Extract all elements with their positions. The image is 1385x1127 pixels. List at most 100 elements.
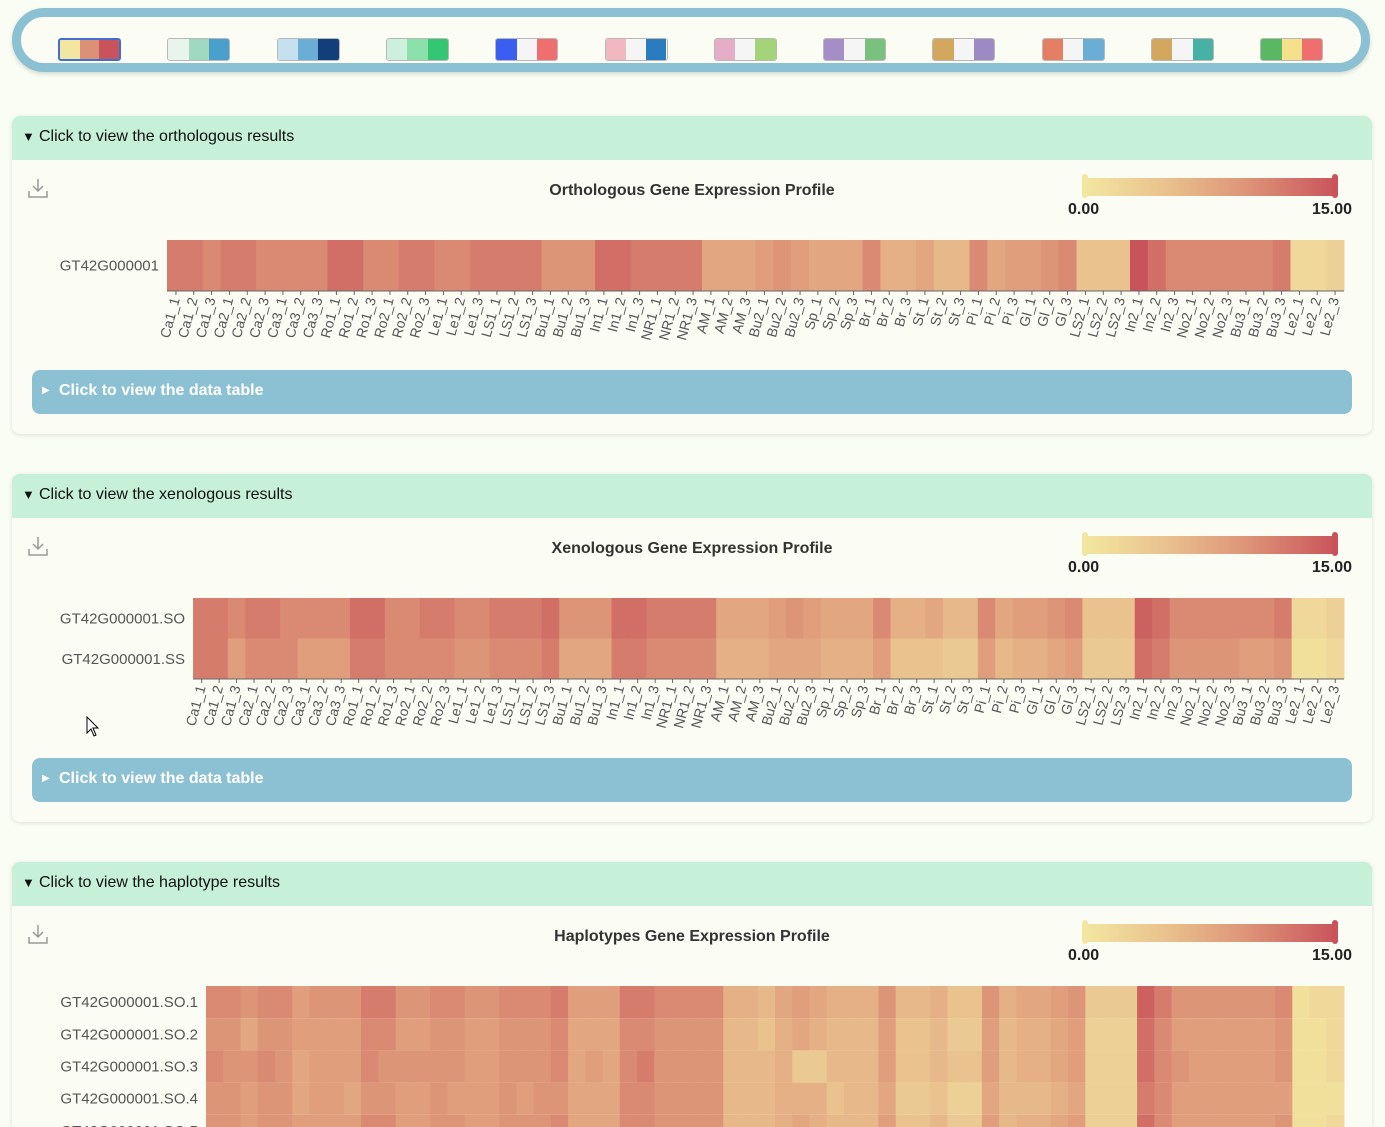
heatmap-cell[interactable] [378, 1114, 397, 1127]
heatmap-cell[interactable] [585, 1050, 603, 1083]
heatmap-cell[interactable] [381, 240, 400, 291]
heatmap-cell[interactable] [964, 1050, 983, 1083]
heatmap-cell[interactable] [947, 1018, 966, 1051]
heatmap-cell[interactable] [820, 638, 839, 680]
heatmap-cell[interactable] [550, 1050, 569, 1083]
heatmap-cell[interactable] [499, 1050, 517, 1083]
heatmap-cell[interactable] [395, 1018, 414, 1051]
heatmap-cell[interactable] [981, 1050, 1000, 1083]
heatmap-cell[interactable] [361, 1050, 379, 1083]
heatmap-cell[interactable] [637, 1050, 655, 1083]
heatmap-cell[interactable] [706, 1018, 724, 1051]
heatmap-cell[interactable] [245, 598, 264, 639]
heatmap-cell[interactable] [1326, 638, 1345, 680]
heatmap-cell[interactable] [202, 240, 221, 291]
heatmap-cell[interactable] [740, 986, 759, 1019]
heatmap-cell[interactable] [1223, 1018, 1241, 1051]
heatmap-cell[interactable] [995, 598, 1014, 639]
heatmap-cell[interactable] [930, 1050, 948, 1083]
heatmap-cell[interactable] [999, 1114, 1017, 1127]
heatmap-cell[interactable] [412, 1018, 431, 1051]
heatmap-cell[interactable] [257, 1018, 276, 1051]
heatmap-cell[interactable] [1016, 1082, 1035, 1115]
heatmap-cell[interactable] [430, 986, 448, 1019]
heatmap-cell[interactable] [1240, 1018, 1259, 1051]
heatmap-cell[interactable] [363, 240, 382, 291]
heatmap-cell[interactable] [1033, 1050, 1052, 1083]
legend-min-handle[interactable] [1082, 532, 1088, 556]
heatmap-cell[interactable] [447, 1114, 466, 1127]
heatmap-cell[interactable] [1188, 1082, 1207, 1115]
heatmap-cell[interactable] [1187, 598, 1205, 639]
legend-max-handle[interactable] [1332, 174, 1338, 198]
heatmap-cell[interactable] [349, 598, 368, 639]
heatmap-cell[interactable] [964, 1114, 983, 1127]
heatmap-cell[interactable] [533, 1018, 552, 1051]
heatmap-cell[interactable] [1171, 986, 1190, 1019]
legend-max-handle[interactable] [1332, 532, 1338, 556]
heatmap-cell[interactable] [654, 1082, 672, 1115]
heatmap-cell[interactable] [1068, 1082, 1086, 1115]
heatmap-cell[interactable] [1219, 240, 1238, 291]
heatmap-cell[interactable] [969, 240, 988, 291]
heatmap-cell[interactable] [820, 598, 839, 639]
heatmap-cell[interactable] [698, 638, 717, 680]
heatmap-cell[interactable] [454, 638, 473, 680]
heatmap-cell[interactable] [1064, 638, 1083, 680]
heatmap-cell[interactable] [378, 1050, 397, 1083]
heatmap-cell[interactable] [1292, 1018, 1310, 1051]
heatmap-cell[interactable] [719, 240, 739, 291]
heatmap-cell[interactable] [1033, 1114, 1052, 1127]
heatmap-cell[interactable] [1012, 638, 1031, 680]
heatmap-cell[interactable] [1102, 986, 1121, 1019]
heatmap-cell[interactable] [326, 1018, 345, 1051]
heatmap-cell[interactable] [349, 638, 368, 680]
heatmap-cell[interactable] [637, 986, 655, 1019]
haplotype-toggle[interactable]: ▼ Click to view the haplotype results [12, 862, 1372, 906]
heatmap-cell[interactable] [895, 1082, 914, 1115]
heatmap-cell[interactable] [1154, 1050, 1172, 1083]
heatmap-cell[interactable] [1183, 240, 1202, 291]
heatmap-cell[interactable] [550, 1018, 569, 1051]
heatmap-cell[interactable] [361, 1082, 379, 1115]
heatmap-cell[interactable] [1152, 638, 1171, 680]
heatmap-cell[interactable] [402, 598, 421, 639]
heatmap-cell[interactable] [960, 598, 979, 639]
heatmap-cell[interactable] [1102, 1082, 1121, 1115]
heatmap-cell[interactable] [895, 1050, 914, 1083]
heatmap-cell[interactable] [361, 1018, 379, 1051]
heatmap-cell[interactable] [516, 1082, 534, 1115]
heatmap-cell[interactable] [785, 638, 804, 680]
heatmap-cell[interactable] [585, 986, 603, 1019]
heatmap-cell[interactable] [688, 1114, 707, 1127]
heatmap-cell[interactable] [1223, 1050, 1241, 1083]
palette-swatch-orange-white-blue[interactable] [1041, 38, 1105, 61]
heatmap-cell[interactable] [378, 1018, 397, 1051]
heatmap-cell[interactable] [751, 598, 769, 639]
heatmap-cell[interactable] [702, 240, 721, 291]
heatmap-cell[interactable] [516, 1050, 534, 1083]
heatmap-cell[interactable] [524, 598, 543, 639]
heatmap-cell[interactable] [533, 1050, 552, 1083]
heatmap-cell[interactable] [855, 598, 874, 639]
heatmap-cell[interactable] [481, 1018, 500, 1051]
heatmap-cell[interactable] [912, 1018, 931, 1051]
heatmap-cell[interactable] [723, 1018, 741, 1051]
heatmap-cell[interactable] [550, 986, 569, 1019]
heatmap-cell[interactable] [1292, 1050, 1310, 1083]
heatmap-cell[interactable] [488, 240, 507, 291]
heatmap-cell[interactable] [1187, 638, 1205, 680]
heatmap-cell[interactable] [506, 598, 525, 639]
palette-swatch-purple-white-green[interactable] [823, 38, 887, 61]
heatmap-cell[interactable] [577, 240, 596, 291]
heatmap-cell[interactable] [367, 598, 386, 639]
heatmap-cell[interactable] [681, 598, 700, 639]
heatmap-cell[interactable] [1171, 1082, 1190, 1115]
heatmap-cell[interactable] [1326, 1018, 1345, 1051]
heatmap-cell[interactable] [1223, 1082, 1241, 1115]
heatmap-cell[interactable] [256, 240, 275, 291]
heatmap-cell[interactable] [412, 1050, 431, 1083]
heatmap-cell[interactable] [345, 240, 364, 291]
heatmap-cell[interactable] [826, 240, 846, 291]
heatmap-cell[interactable] [716, 638, 735, 680]
